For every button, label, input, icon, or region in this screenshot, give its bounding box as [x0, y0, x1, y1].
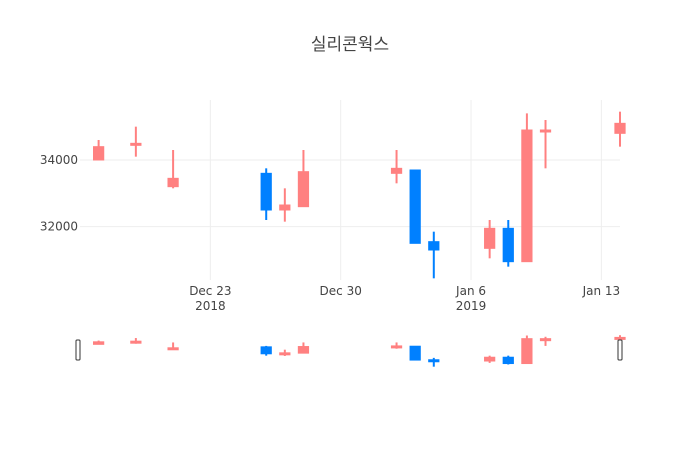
main-candle[interactable]	[428, 231, 440, 279]
main-body	[279, 204, 291, 211]
main-body	[502, 227, 514, 263]
main-candle[interactable]	[502, 220, 514, 267]
main-candle[interactable]	[260, 168, 272, 220]
main-candle[interactable]	[409, 169, 421, 244]
main-candle[interactable]	[167, 150, 179, 189]
mini-body	[502, 356, 514, 365]
main-body	[260, 172, 272, 211]
main-candle[interactable]	[614, 111, 626, 147]
mini-body	[93, 341, 105, 345]
mini-candle	[428, 357, 440, 367]
mini-candle	[167, 342, 179, 351]
range-slider-right-handle[interactable]	[617, 339, 623, 361]
mini-body	[539, 338, 552, 342]
mini-body	[130, 340, 142, 344]
main-body	[297, 171, 310, 208]
mini-body	[484, 356, 496, 362]
main-body	[93, 146, 105, 161]
y-tick-label: 32000	[40, 220, 78, 234]
main-body	[130, 142, 142, 146]
main-body	[539, 129, 552, 133]
range-slider-bg	[80, 329, 620, 371]
mini-candle	[297, 342, 310, 354]
main-body	[428, 241, 440, 251]
main-candle[interactable]	[297, 150, 310, 208]
mini-body	[409, 345, 421, 361]
main-candle[interactable]	[130, 126, 142, 157]
mini-candle	[502, 355, 514, 365]
mini-body	[260, 346, 272, 355]
range-slider-candles	[93, 335, 626, 367]
gridlines	[80, 100, 620, 280]
mini-candle	[409, 345, 421, 361]
mini-candle	[93, 340, 105, 345]
main-body	[409, 169, 421, 244]
mini-candle	[521, 335, 533, 365]
x-tick-label: Jan 13	[582, 284, 621, 298]
y-axis: 32000 34000	[40, 153, 78, 234]
y-tick-label: 34000	[40, 153, 78, 167]
mini-body	[297, 346, 310, 354]
main-candle[interactable]	[484, 220, 496, 259]
x-tick-label: Dec 23	[189, 284, 231, 298]
main-body	[521, 129, 533, 263]
mini-candle	[130, 338, 142, 344]
main-body	[614, 122, 626, 134]
chart-title: 실리콘웍스	[310, 35, 390, 55]
mini-candle	[484, 355, 496, 363]
main-body	[484, 227, 496, 249]
mini-body	[521, 338, 533, 365]
x-tick-label: Jan 6	[455, 284, 486, 298]
mini-body	[390, 345, 403, 349]
mini-candle	[260, 345, 272, 356]
x-tick-label: Dec 30	[320, 284, 362, 298]
mini-candle	[539, 336, 552, 346]
x-tick-year-label: 2018	[195, 299, 226, 313]
main-candle[interactable]	[521, 113, 533, 263]
candles	[93, 111, 626, 279]
mini-candle	[390, 342, 403, 349]
range-slider-left-handle[interactable]	[75, 339, 81, 361]
main-candle[interactable]	[539, 120, 552, 169]
mini-body	[614, 336, 626, 340]
mini-candle	[279, 349, 291, 356]
x-tick-year-label: 2019	[456, 299, 487, 313]
mini-body	[428, 359, 440, 363]
main-body	[390, 167, 403, 174]
main-candle[interactable]	[390, 150, 403, 184]
main-body	[167, 177, 179, 188]
range-slider[interactable]	[75, 329, 626, 371]
main-candle[interactable]	[279, 188, 291, 222]
main-candle[interactable]	[93, 140, 105, 161]
mini-body	[279, 352, 291, 356]
mini-body	[167, 347, 179, 351]
